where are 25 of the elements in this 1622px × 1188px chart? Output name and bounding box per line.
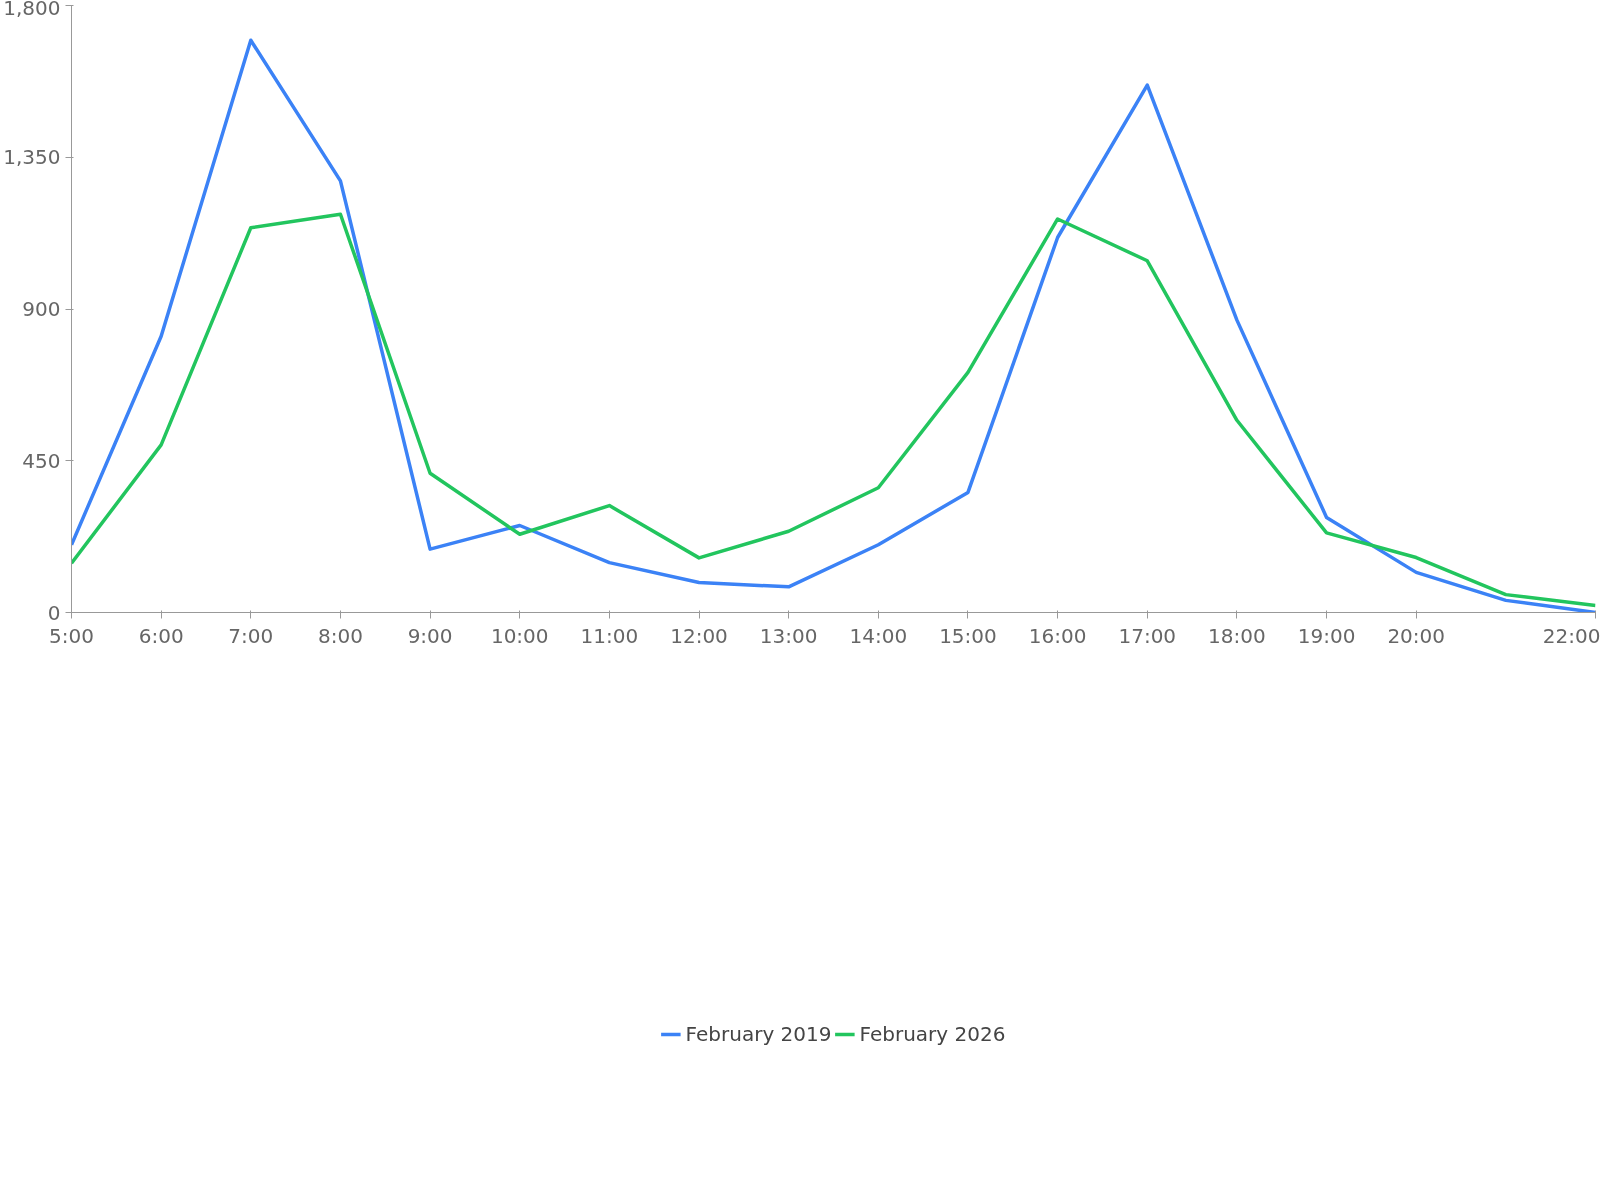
x-tick-label: 20:00 xyxy=(1387,623,1446,648)
legend-label: February 2026 xyxy=(859,1022,1006,1046)
x-tick-label: 15:00 xyxy=(939,623,997,648)
y-tick-label: 900 xyxy=(22,297,61,321)
line-series xyxy=(71,212,1596,608)
x-tick-label: 13:00 xyxy=(759,623,818,648)
y-tick-label: 0 xyxy=(47,600,61,625)
x-tick-label: 8:00 xyxy=(317,623,363,648)
x-tick-label: 11:00 xyxy=(580,623,639,648)
x-tick-label: 5:00 xyxy=(49,623,94,648)
x-tick-label: 19:00 xyxy=(1297,623,1356,648)
x-tick-label: 16:00 xyxy=(1028,623,1087,648)
x-tick-label: 22:00 xyxy=(1542,623,1601,648)
x-tick-label: 10:00 xyxy=(490,623,549,648)
legend-label: February 2019 xyxy=(685,1022,832,1046)
y-tick-label: 1,350 xyxy=(3,145,61,170)
y-tick-label: 450 xyxy=(22,448,61,473)
x-tick-label: 18:00 xyxy=(1208,623,1266,648)
y-tick-label: 1,800 xyxy=(3,0,61,20)
x-tick-label: 9:00 xyxy=(407,623,453,648)
x-tick-label: 7:00 xyxy=(228,623,274,648)
x-tick-label: 14:00 xyxy=(849,623,908,648)
x-tick-label: 12:00 xyxy=(670,623,728,648)
x-tick-label: 17:00 xyxy=(1118,623,1177,648)
x-tick-label: 6:00 xyxy=(138,623,184,648)
